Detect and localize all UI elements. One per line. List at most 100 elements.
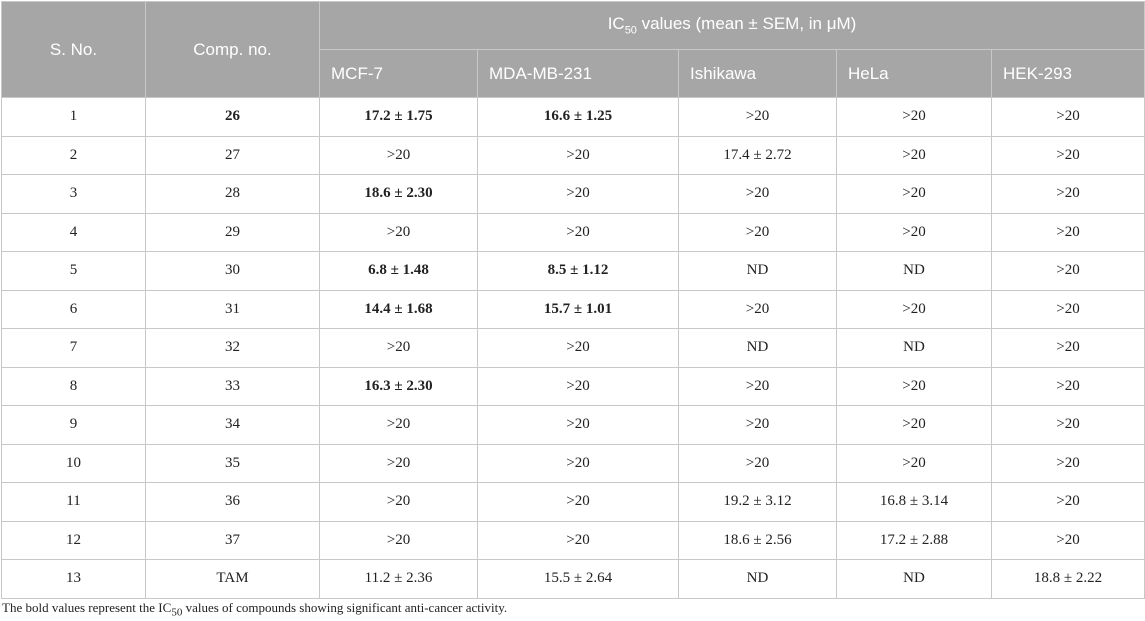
- cell-ic50-value: >20: [836, 174, 992, 214]
- cell-ic50-value: ND: [836, 559, 992, 599]
- cell-ic50-value: >20: [836, 366, 992, 406]
- cell-comp-no: 35: [145, 443, 320, 483]
- header-ic50-group: IC50 values (mean ± SEM, in μM): [318, 1, 1145, 50]
- cell-comp-no: 36: [145, 482, 320, 522]
- header-ic50-sub: 50: [624, 24, 637, 37]
- cell-comp-no: 29: [145, 212, 320, 252]
- cell-ic50-value: >20: [477, 328, 679, 368]
- cell-ic50-value: >20: [678, 174, 837, 214]
- cell-comp-no: 30: [145, 251, 320, 291]
- cell-ic50-value: >20: [990, 482, 1145, 522]
- table-row: 13 TAM 11.2 ± 2.36 15.5 ± 2.64 ND ND 18.8 ± 2.…: [1, 559, 1145, 599]
- footnote-sub: 50: [171, 606, 183, 619]
- table-body: 1 26 17.2 ± 1.75 16.6 ± 1.25 >20 >20 >20 2 27 >20…: [1, 97, 1145, 599]
- cell-ic50-value: >20: [836, 289, 992, 329]
- cell-ic50-value: >20: [990, 366, 1145, 406]
- cell-sno: 12: [1, 520, 146, 560]
- table-footnote: The bold values represent the IC50 value…: [2, 600, 507, 619]
- cell-ic50-value: >20: [678, 97, 837, 137]
- cell-ic50-value: 19.2 ± 3.12: [678, 482, 837, 522]
- table-row: 7 32 >20 >20 ND ND >20: [1, 328, 1145, 368]
- table-row: 9 34 >20 >20 >20 >20 >20: [1, 405, 1145, 445]
- cell-ic50-value: >20: [678, 443, 837, 483]
- cell-ic50-value: >20: [678, 212, 837, 252]
- header-cell-line: HeLa: [836, 49, 992, 98]
- cell-sno: 1: [1, 97, 146, 137]
- cell-ic50-value: >20: [477, 482, 679, 522]
- cell-ic50-value: 16.8 ± 3.14: [836, 482, 992, 522]
- cell-ic50-value: ND: [836, 328, 992, 368]
- cell-ic50-value: >20: [477, 443, 679, 483]
- cell-ic50-value: >20: [477, 174, 679, 214]
- cell-ic50-value: >20: [477, 212, 679, 252]
- cell-ic50-value: >20: [836, 405, 992, 445]
- footnote-prefix: The bold values represent the IC: [2, 600, 172, 615]
- cell-comp-no: 37: [145, 520, 320, 560]
- cell-ic50-value: >20: [990, 212, 1145, 252]
- cell-ic50-value: >20: [836, 443, 992, 483]
- cell-ic50-value: >20: [836, 97, 992, 137]
- cell-comp-no: 33: [145, 366, 320, 406]
- cell-ic50-value: 15.7 ± 1.01: [477, 289, 679, 329]
- footnote-suffix: values of compounds showing significant …: [182, 600, 508, 615]
- cell-ic50-value: 11.2 ± 2.36: [319, 559, 478, 599]
- cell-comp-no: 28: [145, 174, 320, 214]
- header-cell-line: HEK-293: [990, 49, 1145, 98]
- cell-ic50-value: >20: [319, 328, 478, 368]
- cell-sno: 3: [1, 174, 146, 214]
- cell-comp-no: 27: [145, 135, 320, 175]
- table-row: 3 28 18.6 ± 2.30 >20 >20 >20 >20: [1, 174, 1145, 214]
- cell-ic50-value: >20: [836, 212, 992, 252]
- table-row: 6 31 14.4 ± 1.68 15.7 ± 1.01 >20 >20 >20: [1, 289, 1145, 329]
- ic50-table: S. No. Comp. no. IC50 values (mean ± SEM…: [1, 1, 1145, 599]
- cell-ic50-value: >20: [990, 328, 1145, 368]
- table-row: 11 36 >20 >20 19.2 ± 3.12 16.8 ± 3.14 >20: [1, 482, 1145, 522]
- cell-ic50-value: >20: [477, 135, 679, 175]
- table-row: 8 33 16.3 ± 2.30 >20 >20 >20 >20: [1, 366, 1145, 406]
- cell-ic50-value: >20: [990, 289, 1145, 329]
- cell-ic50-value: >20: [477, 366, 679, 406]
- cell-ic50-value: >20: [319, 482, 478, 522]
- cell-ic50-value: >20: [990, 443, 1145, 483]
- cell-ic50-value: >20: [836, 135, 992, 175]
- cell-sno: 2: [1, 135, 146, 175]
- cell-ic50-value: >20: [477, 405, 679, 445]
- header-sno: S. No.: [1, 1, 146, 98]
- cell-ic50-value: >20: [990, 174, 1145, 214]
- cell-comp-no: TAM: [145, 559, 320, 599]
- cell-sno: 4: [1, 212, 146, 252]
- cell-comp-no: 32: [145, 328, 320, 368]
- cell-comp-no: 31: [145, 289, 320, 329]
- cell-ic50-value: >20: [678, 366, 837, 406]
- cell-sno: 11: [1, 482, 146, 522]
- cell-ic50-value: ND: [678, 251, 837, 291]
- cell-sno: 6: [1, 289, 146, 329]
- header-comp-no: Comp. no.: [145, 1, 320, 98]
- cell-sno: 9: [1, 405, 146, 445]
- cell-comp-no: 26: [145, 97, 320, 137]
- cell-ic50-value: 18.6 ± 2.56: [678, 520, 837, 560]
- cell-sno: 13: [1, 559, 146, 599]
- cell-ic50-value: >20: [990, 97, 1145, 137]
- cell-ic50-value: >20: [319, 405, 478, 445]
- cell-ic50-value: 14.4 ± 1.68: [319, 289, 478, 329]
- cell-ic50-value: >20: [319, 443, 478, 483]
- cell-ic50-value: ND: [836, 251, 992, 291]
- header-ic50-suffix: values (mean ± SEM, in μM): [636, 14, 857, 34]
- cell-comp-no: 34: [145, 405, 320, 445]
- table-row: 4 29 >20 >20 >20 >20 >20: [1, 212, 1145, 252]
- cell-ic50-value: 16.6 ± 1.25: [477, 97, 679, 137]
- table-row: 12 37 >20 >20 18.6 ± 2.56 17.2 ± 2.88 >20: [1, 520, 1145, 560]
- cell-ic50-value: >20: [319, 212, 478, 252]
- cell-ic50-value: >20: [477, 520, 679, 560]
- cell-ic50-value: ND: [678, 328, 837, 368]
- cell-sno: 7: [1, 328, 146, 368]
- cell-ic50-value: 6.8 ± 1.48: [319, 251, 478, 291]
- header-cell-line: MDA-MB-231: [477, 49, 679, 98]
- cell-ic50-value: >20: [990, 520, 1145, 560]
- cell-sno: 8: [1, 366, 146, 406]
- header-cell-line: Ishikawa: [678, 49, 837, 98]
- header-ic50-prefix: IC: [607, 14, 625, 34]
- cell-ic50-value: ND: [678, 559, 837, 599]
- cell-ic50-value: 15.5 ± 2.64: [477, 559, 679, 599]
